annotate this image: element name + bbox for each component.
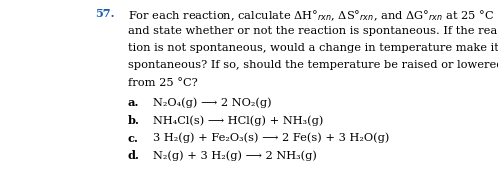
Text: 3 H₂(g) + Fe₂O₃(s) ⟶ 2 Fe(s) + 3 H₂O(g): 3 H₂(g) + Fe₂O₃(s) ⟶ 2 Fe(s) + 3 H₂O(g) [153,133,389,143]
Text: from 25 °C?: from 25 °C? [128,78,198,88]
Text: tion is not spontaneous, would a change in temperature make it: tion is not spontaneous, would a change … [128,43,498,53]
Text: 57.: 57. [95,8,115,19]
Text: spontaneous? If so, should the temperature be raised or lowered: spontaneous? If so, should the temperatu… [128,61,498,70]
Text: and state whether or not the reaction is spontaneous. If the reac-: and state whether or not the reaction is… [128,25,498,36]
Text: For each reaction, calculate ΔH°$_{rxn}$, ΔS°$_{rxn}$, and ΔG°$_{rxn}$ at 25 °C: For each reaction, calculate ΔH°$_{rxn}$… [128,8,494,23]
Text: b.: b. [128,115,140,126]
Text: N₂O₄(g) ⟶ 2 NO₂(g): N₂O₄(g) ⟶ 2 NO₂(g) [153,98,271,108]
Text: NH₄Cl(s) ⟶ HCl(g) + NH₃(g): NH₄Cl(s) ⟶ HCl(g) + NH₃(g) [153,115,323,125]
Text: c.: c. [128,133,139,144]
Text: a.: a. [128,98,139,109]
Text: d.: d. [128,150,140,161]
Text: N₂(g) + 3 H₂(g) ⟶ 2 NH₃(g): N₂(g) + 3 H₂(g) ⟶ 2 NH₃(g) [153,150,317,161]
